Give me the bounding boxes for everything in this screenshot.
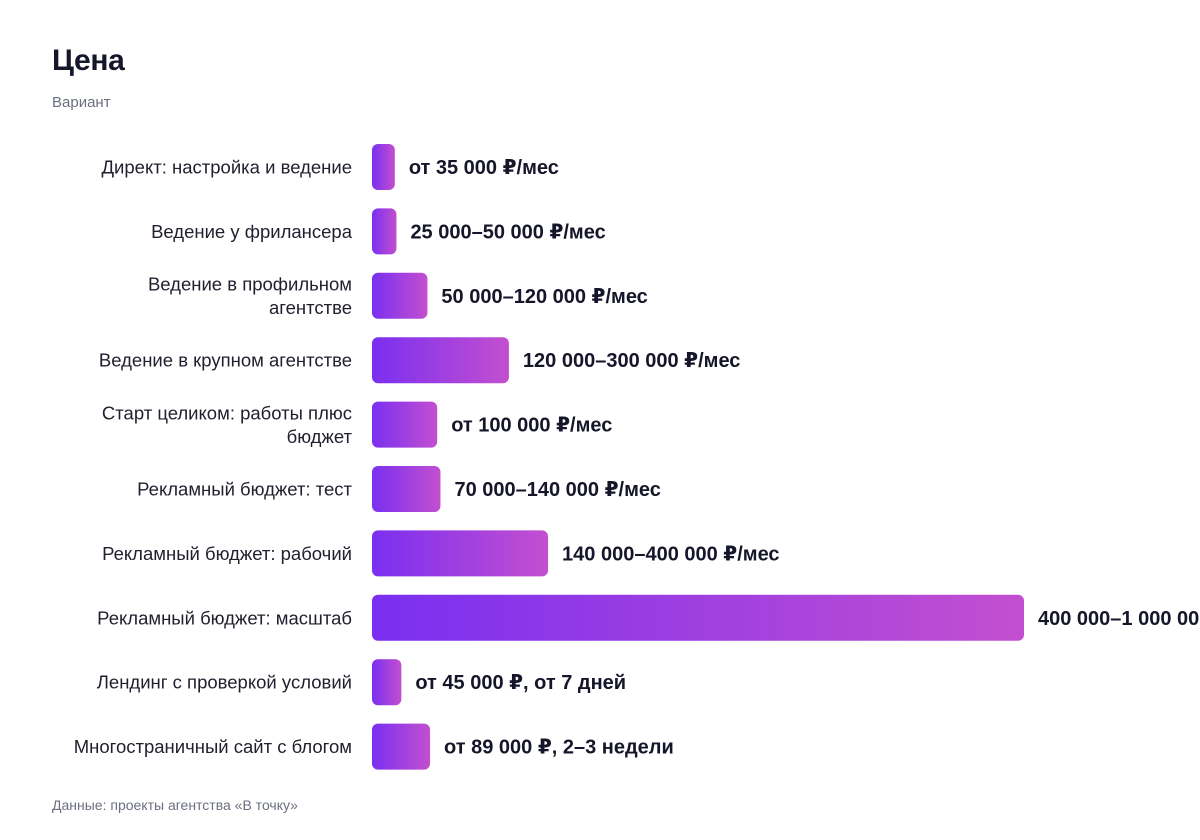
bar: [372, 466, 441, 512]
value-label: от 45 000 ₽, от 7 дней: [415, 672, 626, 694]
category-label: Рекламный бюджет: тест: [137, 479, 352, 500]
category-label: Рекламный бюджет: рабочий: [102, 543, 352, 564]
value-label: 120 000–300 000 ₽/мес: [523, 350, 741, 372]
value-label: от 35 000 ₽/мес: [409, 157, 559, 179]
value-label: 25 000–50 000 ₽/мес: [410, 221, 605, 243]
category-label: Ведение в крупном агентстве: [99, 350, 352, 371]
value-label: 50 000–120 000 ₽/мес: [441, 286, 647, 308]
bar: [372, 659, 402, 706]
bar: [372, 723, 431, 770]
bar: [372, 337, 509, 384]
value-label: 400 000–1 000 000 ₽/мес: [1038, 608, 1200, 630]
category-label: Директ: настройка и ведение: [102, 157, 352, 178]
value-label: 70 000–140 000 ₽/мес: [454, 479, 660, 501]
bar: [372, 594, 1024, 641]
bar: [372, 208, 397, 255]
category-label: Ведение в профильном агентстве: [148, 274, 352, 319]
value-label: от 89 000 ₽, 2–3 недели: [444, 737, 674, 759]
category-label: Рекламный бюджет: масштаб: [97, 607, 352, 628]
category-label: Многостраничный сайт с блогом: [74, 736, 352, 757]
category-label: Лендинг с проверкой условий: [97, 672, 352, 693]
bar: [372, 401, 438, 448]
chart-title: Цена: [52, 44, 125, 77]
bars-group: Директ: настройка и ведение от 35 000 ₽/м…: [74, 144, 1200, 770]
bar: [372, 144, 395, 190]
value-label: от 100 000 ₽/мес: [451, 415, 612, 437]
bar-chart: Директ: настройка и ведение от 35 000 ₽/м…: [74, 144, 1200, 770]
value-label: 140 000–400 000 ₽/мес: [562, 543, 780, 565]
data-source-note: Данные: проекты агентства «В точку»: [52, 797, 298, 813]
category-label: Старт целиком: работы плюс бюджет: [102, 402, 353, 447]
bar: [372, 272, 428, 319]
chart-subtitle: Вариант: [52, 94, 111, 111]
category-label: Ведение у фрилансера: [151, 221, 353, 242]
bar: [372, 530, 549, 577]
